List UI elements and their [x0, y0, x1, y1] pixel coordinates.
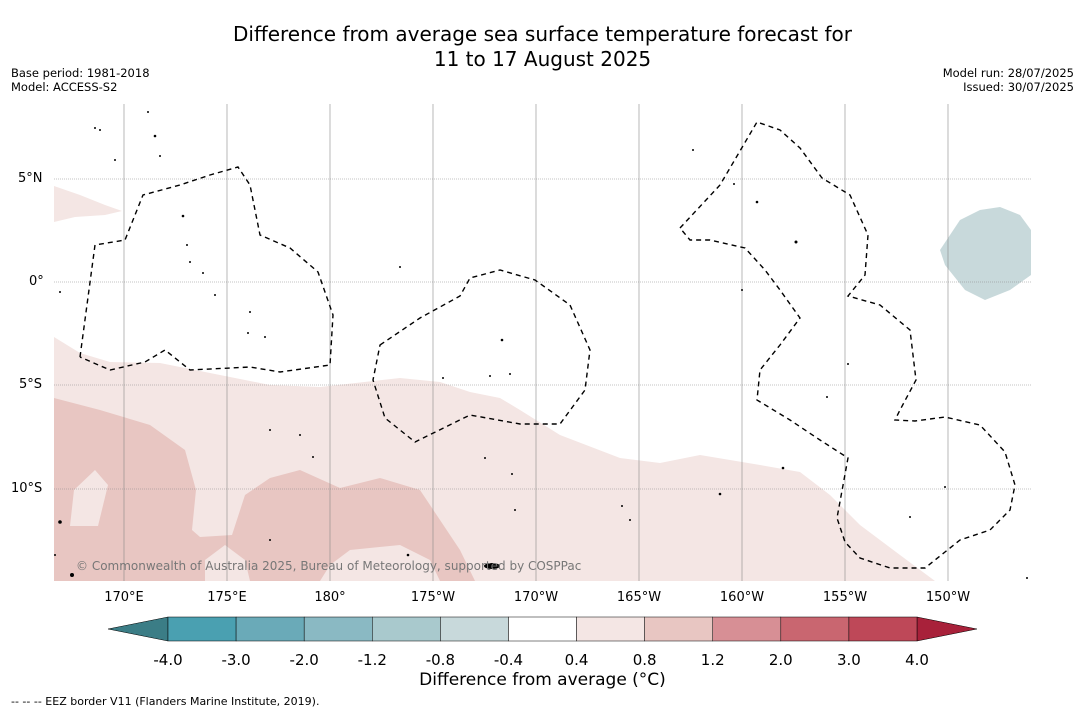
anomaly-region-medium: [54, 398, 475, 581]
colorbar-segment: [508, 616, 577, 642]
anomaly-region-light-north: [54, 186, 122, 222]
colorbar-tick-label: 4.0: [905, 651, 929, 669]
lat-label: 0°: [29, 274, 44, 289]
anomaly-region-light-inset: [70, 470, 108, 526]
map-title: Difference from average sea surface temp…: [0, 22, 1085, 72]
copyright-note: © Commonwealth of Australia 2025, Bureau…: [76, 559, 582, 573]
lon-label: 175°E: [207, 590, 247, 605]
colorbar-segment: [440, 616, 509, 642]
lon-label: 170°W: [513, 590, 559, 605]
colorbar-segment: [712, 616, 782, 642]
colorbar-tick-label: -4.0: [153, 651, 183, 669]
colorbar-tick-label: 1.2: [700, 651, 725, 669]
lon-label: 165°W: [616, 590, 662, 605]
base-period: Base period: 1981-2018: [11, 66, 150, 80]
graticule: [123, 104, 949, 581]
colorbar-segment: [780, 616, 850, 642]
lat-label: 10°S: [11, 481, 43, 496]
anomaly-region-cool: [940, 207, 1031, 300]
colorbar-tick-label: -0.4: [493, 651, 524, 669]
colorbar-segment: [576, 616, 645, 642]
title-line-2: 11 to 17 August 2025: [433, 47, 652, 71]
colorbar: [107, 616, 978, 642]
anomaly-region-light-inset: [205, 545, 250, 581]
colorbar-tick-label: -2.0: [289, 651, 319, 669]
colorbar-tick-label: -1.2: [357, 651, 387, 669]
colorbar-segment: [235, 616, 305, 642]
colorbar-segment: [303, 616, 373, 642]
model-name: Model: ACCESS-S2: [11, 80, 118, 94]
colorbar-tick-label: -3.0: [221, 651, 251, 669]
colorbar-segment: [848, 616, 918, 642]
colorbar-segment: [167, 616, 237, 642]
colorbar-tick-label: 2.0: [768, 651, 793, 669]
colorbar-segment: [644, 616, 713, 642]
lat-label: 5°N: [18, 171, 43, 186]
lon-label: 150°W: [925, 590, 971, 605]
lat-label: 5°S: [19, 377, 43, 392]
colorbar-tick-label: 3.0: [836, 651, 861, 669]
map-plot: [54, 104, 1031, 581]
model-run: Model run: 28/07/2025: [942, 66, 1074, 80]
eez-borders: [79, 121, 1016, 569]
islands: [54, 111, 1028, 579]
meta-left: Base period: 1981-2018 Model: ACCESS-S2: [11, 66, 150, 94]
anomaly-region-light-inset: [320, 545, 440, 581]
eez-footnote: -- -- -- EEZ border V11 (Flanders Marine…: [11, 695, 320, 708]
meta-right: Model run: 28/07/2025 Issued: 30/07/2025: [943, 66, 1074, 94]
colorbar-title: Difference from average (°C): [419, 670, 666, 690]
colorbar-tick-label: -0.8: [425, 651, 455, 669]
lon-label: 170°E: [104, 590, 144, 605]
colorbar-tick-label: 0.8: [632, 651, 657, 669]
colorbar-segment: [372, 616, 441, 642]
issued-date: Issued: 30/07/2025: [963, 80, 1074, 94]
lon-label: 175°W: [410, 590, 456, 605]
lon-label: 155°W: [822, 590, 868, 605]
lon-label: 180°: [314, 590, 346, 605]
lon-label: 160°W: [719, 590, 765, 605]
title-line-1: Difference from average sea surface temp…: [232, 22, 852, 46]
colorbar-tick-label: 0.4: [564, 651, 589, 669]
